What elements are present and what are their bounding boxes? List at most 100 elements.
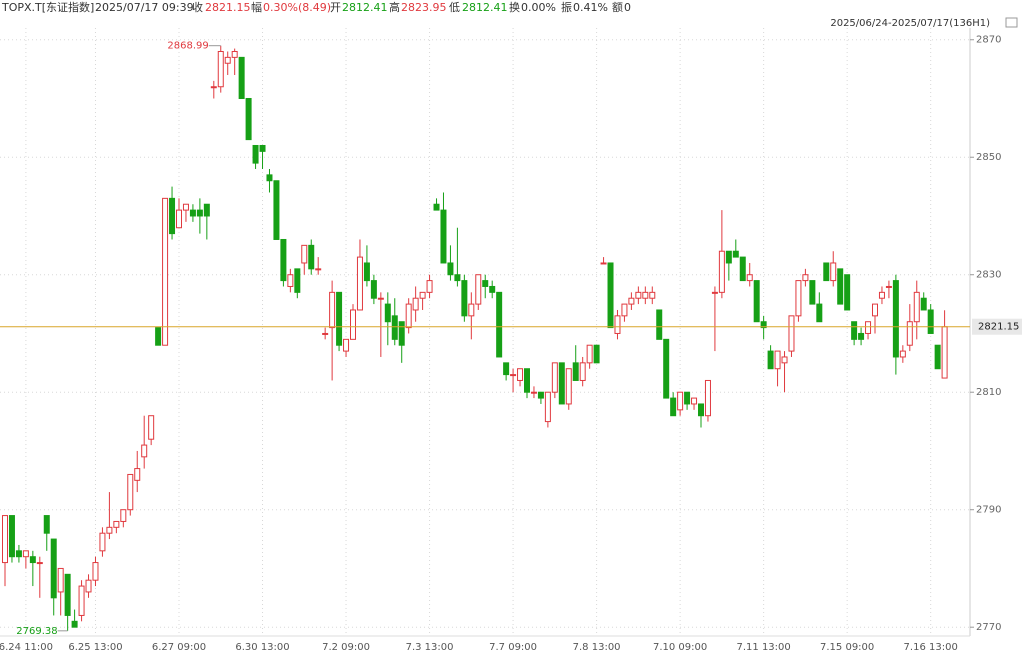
candle-body bbox=[537, 391, 544, 399]
candle-body bbox=[391, 315, 398, 340]
candle-body bbox=[628, 297, 635, 305]
candle-body bbox=[377, 297, 384, 300]
candle-body bbox=[767, 350, 774, 370]
candle-body bbox=[162, 197, 169, 346]
candle-body bbox=[412, 297, 419, 311]
candle-body bbox=[322, 332, 329, 335]
candle-body bbox=[120, 509, 127, 522]
candle-body bbox=[865, 321, 872, 334]
candle-body bbox=[245, 97, 252, 141]
candle-body bbox=[398, 321, 405, 346]
header: TOPX.T[东证指数] 2025/07/17 09:39 收 2821.15 … bbox=[1, 0, 1018, 29]
candle-body bbox=[224, 56, 231, 64]
candle-body bbox=[586, 344, 593, 364]
x-tick-label: 7.10 09:00 bbox=[653, 642, 707, 653]
candle-body bbox=[753, 280, 760, 323]
candle-body bbox=[600, 262, 607, 265]
candle-body bbox=[913, 291, 920, 323]
candle-body bbox=[78, 585, 85, 616]
candle-body bbox=[718, 250, 725, 293]
open-label: 开 bbox=[330, 1, 341, 14]
candle-body bbox=[419, 291, 426, 299]
candle-body bbox=[530, 391, 537, 394]
candle-body bbox=[231, 50, 238, 58]
date-range: 2025/06/24-2025/07/17(136H1) bbox=[830, 18, 990, 29]
candle-body bbox=[927, 309, 934, 334]
x-tick-label: 7.15 09:00 bbox=[820, 642, 874, 653]
candle-body bbox=[711, 291, 718, 294]
candle-body bbox=[878, 291, 885, 299]
candle-body bbox=[579, 362, 586, 381]
candle-body bbox=[572, 362, 579, 381]
candle-body bbox=[433, 203, 440, 211]
candle-body bbox=[426, 280, 433, 293]
x-tick-label: 7.7 09:00 bbox=[489, 642, 537, 653]
candle-body bbox=[920, 297, 927, 311]
x-tick-label: 7.2 09:00 bbox=[322, 642, 370, 653]
candle-body bbox=[885, 285, 892, 288]
amplitude-value: 0.41% bbox=[573, 1, 608, 14]
candle-body bbox=[8, 515, 15, 558]
candle-body bbox=[906, 321, 913, 346]
candle-body bbox=[781, 356, 788, 364]
candle-body bbox=[301, 244, 308, 264]
candle-body bbox=[892, 280, 899, 358]
candle-body bbox=[266, 174, 273, 182]
candle-body bbox=[524, 368, 530, 393]
candle-body bbox=[99, 532, 106, 552]
candle-body bbox=[684, 391, 691, 405]
candle-body bbox=[141, 444, 148, 458]
candle-body bbox=[189, 209, 196, 217]
turnover-label: 换 bbox=[509, 0, 520, 14]
candle-body bbox=[489, 285, 496, 293]
high-value: 2823.95 bbox=[401, 1, 447, 14]
candle-body bbox=[92, 562, 99, 581]
y-tick-label: 2790 bbox=[976, 505, 1001, 516]
amplitude-label: 振 bbox=[561, 0, 572, 14]
symbol: TOPX.T[东证指数] bbox=[1, 0, 94, 14]
candle-body bbox=[941, 326, 948, 379]
candle-body bbox=[176, 209, 182, 229]
low-label: 低 bbox=[449, 1, 460, 14]
candle-body bbox=[544, 391, 551, 423]
candle-body bbox=[872, 303, 878, 317]
candle-body bbox=[795, 280, 802, 317]
candle-body bbox=[203, 203, 210, 217]
candle-body bbox=[148, 415, 155, 440]
candle-body bbox=[85, 579, 92, 593]
candle-body bbox=[308, 244, 315, 270]
candle-body bbox=[461, 280, 468, 317]
candle-body bbox=[614, 315, 621, 334]
low-value: 2812.41 bbox=[462, 1, 508, 14]
candle-body bbox=[43, 515, 50, 534]
x-tick-label: 6.24 11:00 bbox=[0, 642, 53, 653]
candle-body bbox=[15, 550, 22, 558]
candle-body bbox=[273, 180, 280, 240]
change-label: 幅 bbox=[251, 1, 262, 14]
high-label: 高 bbox=[389, 0, 400, 14]
candle-body bbox=[447, 262, 454, 276]
candle-body bbox=[106, 526, 113, 534]
candle-body bbox=[134, 468, 141, 481]
candle-body bbox=[22, 550, 29, 558]
candle-body bbox=[565, 368, 572, 405]
candle-body bbox=[816, 303, 823, 323]
settings-icon[interactable] bbox=[1005, 17, 1018, 28]
candle-body bbox=[169, 197, 176, 235]
candle-body bbox=[732, 250, 739, 258]
candle-body bbox=[2, 515, 8, 564]
y-tick-label: 2810 bbox=[976, 387, 1001, 398]
price-label-box bbox=[972, 318, 1022, 335]
candle-body bbox=[468, 303, 475, 317]
candle-body bbox=[677, 391, 684, 411]
candle-body bbox=[593, 344, 600, 364]
close-label: 收 bbox=[192, 0, 203, 14]
candle-body bbox=[210, 86, 217, 89]
x-tick-label: 7.3 13:00 bbox=[406, 642, 454, 653]
x-tick-label: 6.25 13:00 bbox=[68, 642, 122, 653]
candle-body bbox=[356, 256, 363, 311]
candle-body bbox=[670, 397, 677, 417]
time: 2025/07/17 09:39 bbox=[95, 1, 194, 14]
candle-body bbox=[551, 362, 558, 393]
